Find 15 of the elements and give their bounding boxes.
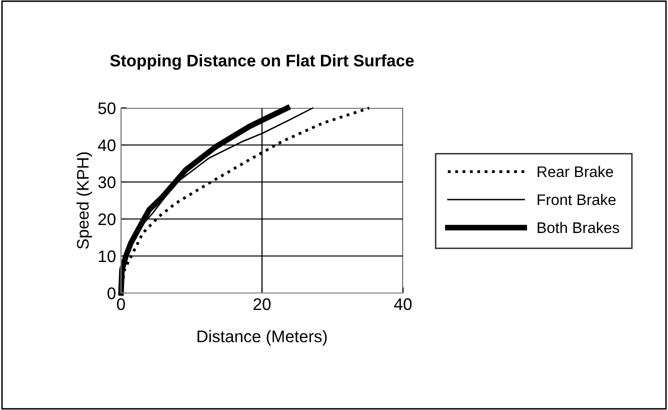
x-tick-label: 20 <box>254 298 271 310</box>
y-tick-label: 20 <box>98 213 116 226</box>
y-tick-label: 30 <box>98 176 116 188</box>
x-axis-title: Distance (Meters) <box>198 330 327 346</box>
chart-title: Stopping Distance on Flat Dirt Surface <box>110 54 414 70</box>
x-tick-label: 0 <box>117 298 125 310</box>
x-tick-label: 40 <box>394 298 412 310</box>
y-axis-title: Speed (KPH) <box>76 152 92 249</box>
y-tick-label: 0 <box>108 287 116 300</box>
y-tick-label: 10 <box>98 250 116 262</box>
legend-label: Rear Brake <box>538 166 614 178</box>
legend-label: Front Brake <box>538 194 616 206</box>
y-tick-label: 50 <box>98 102 116 114</box>
y-tick-label: 40 <box>98 139 116 152</box>
legend-label: Both Brakes <box>538 222 620 234</box>
